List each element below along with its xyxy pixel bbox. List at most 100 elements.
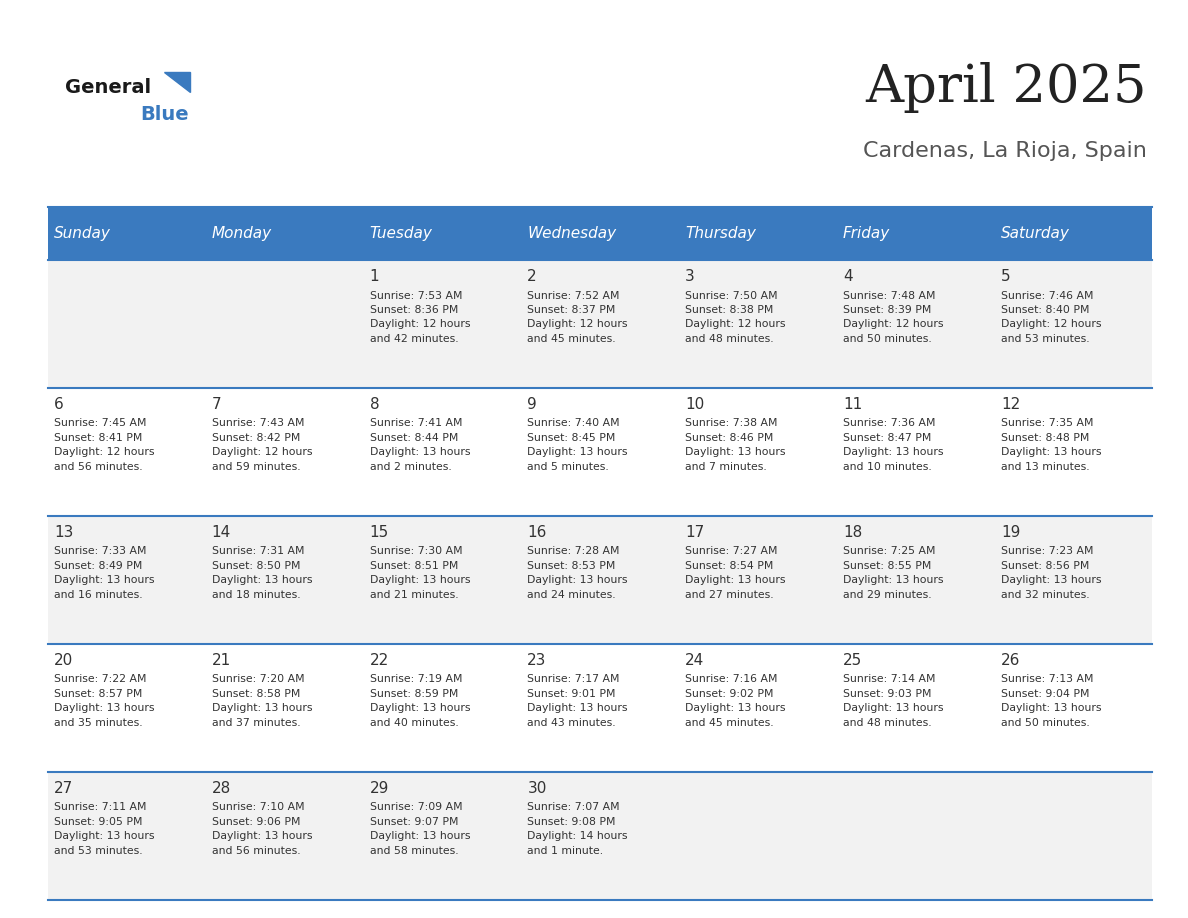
Bar (836, 387, 994, 516)
Text: Blue: Blue (140, 106, 189, 124)
Bar (522, 260, 678, 387)
Text: Sunrise: 7:28 AM
Sunset: 8:53 PM
Daylight: 13 hours
and 24 minutes.: Sunrise: 7:28 AM Sunset: 8:53 PM Dayligh… (527, 546, 627, 599)
Bar (678, 387, 836, 516)
Bar (522, 387, 678, 516)
Text: 23: 23 (527, 653, 546, 667)
Polygon shape (164, 72, 190, 92)
Text: Sunrise: 7:52 AM
Sunset: 8:37 PM
Daylight: 12 hours
and 45 minutes.: Sunrise: 7:52 AM Sunset: 8:37 PM Dayligh… (527, 290, 627, 343)
Text: Sunrise: 7:17 AM
Sunset: 9:01 PM
Daylight: 13 hours
and 43 minutes.: Sunrise: 7:17 AM Sunset: 9:01 PM Dayligh… (527, 675, 627, 728)
Text: 11: 11 (843, 397, 862, 411)
Bar (48, 772, 206, 900)
Bar (364, 207, 522, 260)
Text: Sunrise: 7:16 AM
Sunset: 9:02 PM
Daylight: 13 hours
and 45 minutes.: Sunrise: 7:16 AM Sunset: 9:02 PM Dayligh… (685, 675, 785, 728)
Bar (994, 387, 1152, 516)
Bar (364, 772, 522, 900)
Bar (994, 260, 1152, 387)
Text: 25: 25 (843, 653, 862, 667)
Text: Sunrise: 7:25 AM
Sunset: 8:55 PM
Daylight: 13 hours
and 29 minutes.: Sunrise: 7:25 AM Sunset: 8:55 PM Dayligh… (843, 546, 943, 599)
Text: 8: 8 (369, 397, 379, 411)
Text: Saturday: Saturday (1000, 226, 1069, 241)
Text: Sunday: Sunday (53, 226, 110, 241)
Bar (836, 516, 994, 644)
Text: 10: 10 (685, 397, 704, 411)
Text: Sunrise: 7:07 AM
Sunset: 9:08 PM
Daylight: 14 hours
and 1 minute.: Sunrise: 7:07 AM Sunset: 9:08 PM Dayligh… (527, 802, 627, 856)
Text: 12: 12 (1000, 397, 1020, 411)
Bar (48, 207, 206, 260)
Text: Sunrise: 7:19 AM
Sunset: 8:59 PM
Daylight: 13 hours
and 40 minutes.: Sunrise: 7:19 AM Sunset: 8:59 PM Dayligh… (369, 675, 470, 728)
Text: Sunrise: 7:48 AM
Sunset: 8:39 PM
Daylight: 12 hours
and 50 minutes.: Sunrise: 7:48 AM Sunset: 8:39 PM Dayligh… (843, 290, 943, 343)
Text: Sunrise: 7:13 AM
Sunset: 9:04 PM
Daylight: 13 hours
and 50 minutes.: Sunrise: 7:13 AM Sunset: 9:04 PM Dayligh… (1000, 675, 1101, 728)
Bar (836, 644, 994, 772)
Bar (206, 644, 364, 772)
Text: 9: 9 (527, 397, 537, 411)
Bar (206, 207, 364, 260)
Text: 22: 22 (369, 653, 388, 667)
Text: Friday: Friday (843, 226, 890, 241)
Text: 13: 13 (53, 525, 74, 540)
Bar (836, 207, 994, 260)
Text: 3: 3 (685, 269, 695, 284)
Text: Sunrise: 7:38 AM
Sunset: 8:46 PM
Daylight: 13 hours
and 7 minutes.: Sunrise: 7:38 AM Sunset: 8:46 PM Dayligh… (685, 419, 785, 472)
Text: 28: 28 (211, 780, 230, 796)
Text: 29: 29 (369, 780, 388, 796)
Bar (364, 516, 522, 644)
Text: Sunrise: 7:53 AM
Sunset: 8:36 PM
Daylight: 12 hours
and 42 minutes.: Sunrise: 7:53 AM Sunset: 8:36 PM Dayligh… (369, 290, 470, 343)
Text: Sunrise: 7:30 AM
Sunset: 8:51 PM
Daylight: 13 hours
and 21 minutes.: Sunrise: 7:30 AM Sunset: 8:51 PM Dayligh… (369, 546, 470, 599)
Text: Sunrise: 7:10 AM
Sunset: 9:06 PM
Daylight: 13 hours
and 56 minutes.: Sunrise: 7:10 AM Sunset: 9:06 PM Dayligh… (211, 802, 312, 856)
Text: Sunrise: 7:20 AM
Sunset: 8:58 PM
Daylight: 13 hours
and 37 minutes.: Sunrise: 7:20 AM Sunset: 8:58 PM Dayligh… (211, 675, 312, 728)
Text: 2: 2 (527, 269, 537, 284)
Text: Sunrise: 7:11 AM
Sunset: 9:05 PM
Daylight: 13 hours
and 53 minutes.: Sunrise: 7:11 AM Sunset: 9:05 PM Dayligh… (53, 802, 154, 856)
Text: Sunrise: 7:27 AM
Sunset: 8:54 PM
Daylight: 13 hours
and 27 minutes.: Sunrise: 7:27 AM Sunset: 8:54 PM Dayligh… (685, 546, 785, 599)
Text: Sunrise: 7:41 AM
Sunset: 8:44 PM
Daylight: 13 hours
and 2 minutes.: Sunrise: 7:41 AM Sunset: 8:44 PM Dayligh… (369, 419, 470, 472)
Text: Thursday: Thursday (685, 226, 756, 241)
Bar (522, 772, 678, 900)
Text: 26: 26 (1000, 653, 1020, 667)
Text: Sunrise: 7:09 AM
Sunset: 9:07 PM
Daylight: 13 hours
and 58 minutes.: Sunrise: 7:09 AM Sunset: 9:07 PM Dayligh… (369, 802, 470, 856)
Text: Sunrise: 7:45 AM
Sunset: 8:41 PM
Daylight: 12 hours
and 56 minutes.: Sunrise: 7:45 AM Sunset: 8:41 PM Dayligh… (53, 419, 154, 472)
Bar (206, 516, 364, 644)
Bar (994, 207, 1152, 260)
Bar (836, 260, 994, 387)
Text: 30: 30 (527, 780, 546, 796)
Text: 27: 27 (53, 780, 74, 796)
Text: 24: 24 (685, 653, 704, 667)
Text: 4: 4 (843, 269, 853, 284)
Text: April 2025: April 2025 (865, 62, 1146, 113)
Bar (836, 772, 994, 900)
Text: 17: 17 (685, 525, 704, 540)
Text: Cardenas, La Rioja, Spain: Cardenas, La Rioja, Spain (862, 141, 1146, 162)
Bar (522, 644, 678, 772)
Text: 14: 14 (211, 525, 230, 540)
Text: Monday: Monday (211, 226, 272, 241)
Text: 6: 6 (53, 397, 64, 411)
Text: 15: 15 (369, 525, 388, 540)
Bar (522, 207, 678, 260)
Bar (364, 260, 522, 387)
Bar (48, 260, 206, 387)
Text: Sunrise: 7:31 AM
Sunset: 8:50 PM
Daylight: 13 hours
and 18 minutes.: Sunrise: 7:31 AM Sunset: 8:50 PM Dayligh… (211, 546, 312, 599)
Text: 21: 21 (211, 653, 230, 667)
Bar (678, 260, 836, 387)
Text: Sunrise: 7:14 AM
Sunset: 9:03 PM
Daylight: 13 hours
and 48 minutes.: Sunrise: 7:14 AM Sunset: 9:03 PM Dayligh… (843, 675, 943, 728)
Text: 16: 16 (527, 525, 546, 540)
Text: 20: 20 (53, 653, 74, 667)
Bar (994, 516, 1152, 644)
Text: Sunrise: 7:40 AM
Sunset: 8:45 PM
Daylight: 13 hours
and 5 minutes.: Sunrise: 7:40 AM Sunset: 8:45 PM Dayligh… (527, 419, 627, 472)
Bar (994, 772, 1152, 900)
Text: 18: 18 (843, 525, 862, 540)
Text: Sunrise: 7:43 AM
Sunset: 8:42 PM
Daylight: 12 hours
and 59 minutes.: Sunrise: 7:43 AM Sunset: 8:42 PM Dayligh… (211, 419, 312, 472)
Text: 1: 1 (369, 269, 379, 284)
Text: Sunrise: 7:33 AM
Sunset: 8:49 PM
Daylight: 13 hours
and 16 minutes.: Sunrise: 7:33 AM Sunset: 8:49 PM Dayligh… (53, 546, 154, 599)
Text: Sunrise: 7:35 AM
Sunset: 8:48 PM
Daylight: 13 hours
and 13 minutes.: Sunrise: 7:35 AM Sunset: 8:48 PM Dayligh… (1000, 419, 1101, 472)
Text: Sunrise: 7:36 AM
Sunset: 8:47 PM
Daylight: 13 hours
and 10 minutes.: Sunrise: 7:36 AM Sunset: 8:47 PM Dayligh… (843, 419, 943, 472)
Bar (364, 644, 522, 772)
Text: 7: 7 (211, 397, 221, 411)
Text: 19: 19 (1000, 525, 1020, 540)
Text: Sunrise: 7:23 AM
Sunset: 8:56 PM
Daylight: 13 hours
and 32 minutes.: Sunrise: 7:23 AM Sunset: 8:56 PM Dayligh… (1000, 546, 1101, 599)
Bar (522, 516, 678, 644)
Text: Sunrise: 7:22 AM
Sunset: 8:57 PM
Daylight: 13 hours
and 35 minutes.: Sunrise: 7:22 AM Sunset: 8:57 PM Dayligh… (53, 675, 154, 728)
Bar (206, 387, 364, 516)
Bar (48, 644, 206, 772)
Bar (678, 516, 836, 644)
Bar (206, 772, 364, 900)
